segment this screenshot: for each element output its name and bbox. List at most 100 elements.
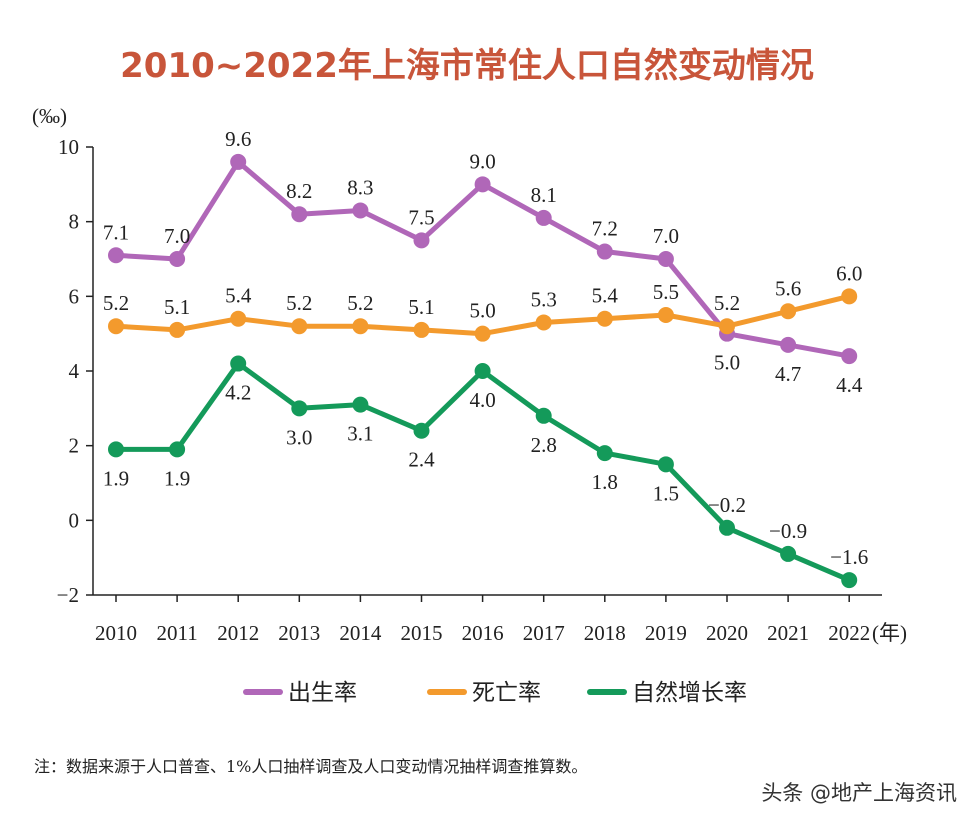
data-point xyxy=(291,318,308,335)
legend: 出生率 死亡率 自然增长率 xyxy=(243,680,747,706)
data-point xyxy=(230,355,247,372)
data-point xyxy=(230,153,247,170)
y-tick-label: 0 xyxy=(69,508,80,532)
data-label: 1.9 xyxy=(164,466,190,490)
data-point xyxy=(841,572,858,589)
data-label: 5.5 xyxy=(653,280,679,304)
legend-label: 出生率 xyxy=(288,680,357,706)
data-label: 1.8 xyxy=(592,470,618,494)
data-label: 4.7 xyxy=(775,362,801,386)
data-label: 5.3 xyxy=(531,287,557,311)
data-label: 9.0 xyxy=(469,149,495,173)
data-point xyxy=(719,318,735,335)
x-tick-label: 2014 xyxy=(339,621,382,645)
legend-item: 出生率 xyxy=(243,680,357,706)
y-tick-label: −2 xyxy=(57,583,79,607)
data-label: 8.2 xyxy=(286,179,312,203)
data-point xyxy=(596,310,613,327)
x-tick-label: 2011 xyxy=(156,621,197,645)
x-tick-label: 2013 xyxy=(278,621,320,645)
data-point xyxy=(108,247,124,264)
data-label: 5.0 xyxy=(469,299,495,323)
x-tick-label: 2015 xyxy=(401,621,443,645)
data-point xyxy=(352,396,369,413)
data-point xyxy=(230,310,247,327)
data-label: 6.0 xyxy=(836,261,862,285)
chart-title: 2010~2022年上海市常住人口自然变动情况 xyxy=(120,46,814,86)
x-tick-label: 2017 xyxy=(523,621,565,645)
data-point xyxy=(657,307,674,323)
data-label: 5.2 xyxy=(103,291,129,315)
data-point xyxy=(841,348,858,365)
data-label: 5.2 xyxy=(714,291,740,315)
y-tick-label: 2 xyxy=(69,434,80,458)
data-label: 5.2 xyxy=(286,291,312,315)
x-tick-label: 2012 xyxy=(217,621,259,645)
series-death: 5.2 5.1 5.4 5.2 5.2 5.1 5.0 5.3 5.4 5.5 5.2 5.6 6.0 xyxy=(103,261,862,342)
data-point xyxy=(413,321,430,338)
data-label: 7.0 xyxy=(164,224,190,248)
data-label: −0.2 xyxy=(708,493,746,517)
data-point xyxy=(108,441,124,458)
data-label: 4.4 xyxy=(836,373,863,397)
data-point xyxy=(169,251,186,267)
data-point xyxy=(841,288,858,305)
data-point xyxy=(474,363,491,379)
data-label: 1.9 xyxy=(103,466,129,490)
data-label: 4.0 xyxy=(469,388,495,412)
data-point xyxy=(169,441,186,458)
y-tick-label: 8 xyxy=(69,210,80,234)
data-label: 3.1 xyxy=(347,422,373,446)
data-point xyxy=(657,251,674,267)
series-birth: 7.1 7.0 9.6 8.2 8.3 7.5 9.0 8.1 7.2 7.0 5.0 4.7 4.4 xyxy=(103,127,863,397)
data-label: 4.2 xyxy=(225,381,251,405)
data-label: 1.5 xyxy=(653,481,679,505)
data-label: 5.4 xyxy=(592,284,619,308)
y-axis-unit: (‰) xyxy=(32,104,67,128)
legend-item: 自然增长率 xyxy=(587,680,747,706)
x-tick-label: 2016 xyxy=(462,621,504,645)
data-point xyxy=(413,232,430,249)
data-label: 7.1 xyxy=(103,220,129,244)
data-point xyxy=(352,202,369,219)
data-point xyxy=(108,318,124,335)
x-tick-labels: 2010 2011 2012 2013 2014 2015 2016 2017 2018 2019… xyxy=(95,595,870,645)
x-tick-label: 2020 xyxy=(706,621,748,645)
data-label: 9.6 xyxy=(225,127,251,151)
legend-item: 死亡率 xyxy=(427,680,541,706)
footnote: 注：数据来源于人口普查、1%人口抽样调查及人口变动情况抽样调查推算数。 xyxy=(34,757,587,776)
data-point xyxy=(535,314,552,331)
data-point xyxy=(413,422,430,439)
data-point xyxy=(535,209,552,226)
data-label: 7.5 xyxy=(408,205,434,229)
data-label: 2.8 xyxy=(531,433,557,457)
data-point xyxy=(291,400,308,417)
data-point xyxy=(596,445,613,462)
y-tick-labels: 10 8 6 4 2 0 −2 xyxy=(57,135,93,607)
data-point xyxy=(780,336,797,353)
data-label: 5.1 xyxy=(408,295,434,319)
x-tick-label: 2021 xyxy=(767,621,809,645)
data-point xyxy=(657,456,674,473)
x-tick-label: 2022 xyxy=(828,621,870,645)
data-label: 8.1 xyxy=(531,183,557,207)
data-point xyxy=(474,325,491,342)
data-label: 7.0 xyxy=(653,224,679,248)
data-point xyxy=(780,545,797,562)
x-tick-label: 2019 xyxy=(645,621,687,645)
series-layer: 7.1 7.0 9.6 8.2 8.3 7.5 9.0 8.1 7.2 7.0 5.0 4.7 4.4 5… xyxy=(103,127,868,589)
data-label: 5.1 xyxy=(164,295,190,319)
data-label: 5.6 xyxy=(775,276,801,300)
data-point xyxy=(596,243,613,260)
x-tick-label: 2010 xyxy=(95,621,137,645)
data-label: −1.6 xyxy=(830,545,868,569)
data-point xyxy=(719,519,735,536)
data-label: −0.9 xyxy=(769,519,807,543)
data-point xyxy=(352,318,369,335)
data-label: 5.4 xyxy=(225,284,252,308)
data-label: 5.2 xyxy=(347,291,373,315)
data-point xyxy=(291,206,308,223)
y-tick-label: 10 xyxy=(58,135,79,159)
data-label: 5.0 xyxy=(714,351,740,375)
